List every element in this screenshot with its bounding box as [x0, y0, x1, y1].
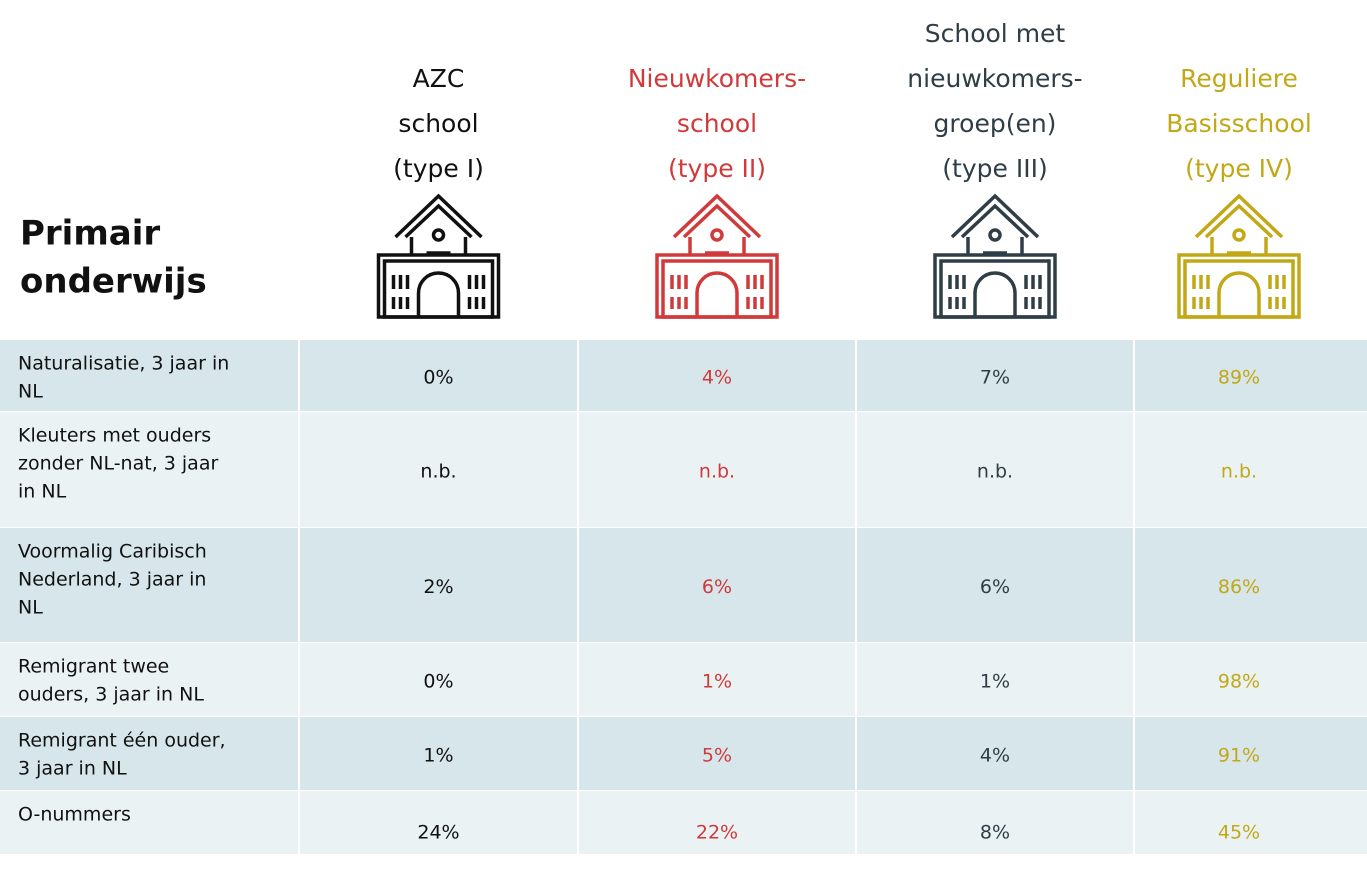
- row-label: 3 jaar in NL: [18, 758, 127, 780]
- cell-divider: [855, 528, 857, 643]
- cell-divider: [855, 643, 857, 717]
- column-header: AZC: [413, 64, 465, 93]
- row-divider: [0, 411, 1367, 412]
- row-label: zonder NL-nat, 3 jaar: [18, 453, 218, 475]
- row-divider: [0, 642, 1367, 643]
- cell-value: 4%: [702, 367, 732, 389]
- school-icon: [376, 194, 501, 319]
- cell-value: 0%: [423, 671, 453, 693]
- column-header: nieuwkomers-: [907, 64, 1082, 93]
- cell-divider: [298, 791, 300, 855]
- cell-divider: [1133, 528, 1135, 643]
- row-divider: [0, 854, 1367, 855]
- row-label: Nederland, 3 jaar in: [18, 569, 206, 591]
- cell-value: 89%: [1218, 367, 1260, 389]
- column-header: (type I): [393, 154, 484, 183]
- cell-value: 1%: [423, 745, 453, 767]
- row-label: ouders, 3 jaar in NL: [18, 684, 204, 706]
- cell-divider: [855, 340, 857, 412]
- cell-divider: [577, 643, 579, 717]
- cell-divider: [855, 412, 857, 528]
- cell-divider: [298, 643, 300, 717]
- cell-value: 8%: [980, 822, 1010, 844]
- section-title: Primair: [20, 214, 160, 254]
- cell-value: 86%: [1218, 576, 1260, 598]
- cell-value: n.b.: [420, 461, 456, 483]
- cell-value: 4%: [980, 745, 1010, 767]
- cell-value: n.b.: [977, 461, 1013, 483]
- cell-divider: [1133, 643, 1135, 717]
- cell-value: 1%: [980, 671, 1010, 693]
- row-divider: [0, 716, 1367, 717]
- cell-divider: [577, 340, 579, 412]
- row-background: [0, 643, 1367, 717]
- row-label: Remigrant één ouder,: [18, 730, 226, 752]
- cell-value: 22%: [696, 822, 738, 844]
- section-title: onderwijs: [20, 262, 207, 302]
- column-header: Nieuwkomers-: [628, 64, 806, 93]
- cell-divider: [298, 340, 300, 412]
- row-background: [0, 340, 1367, 412]
- cell-divider: [577, 791, 579, 855]
- cell-value: 6%: [980, 576, 1010, 598]
- row-background: [0, 412, 1367, 528]
- row-label: Voormalig Caribisch: [18, 541, 207, 563]
- row-background: [0, 717, 1367, 791]
- column-header: School met: [925, 19, 1066, 48]
- cell-divider: [1133, 717, 1135, 791]
- cell-value: 7%: [980, 367, 1010, 389]
- row-divider: [0, 527, 1367, 528]
- row-label: O-nummers: [18, 804, 131, 826]
- cell-value: 24%: [417, 822, 459, 844]
- cell-divider: [577, 717, 579, 791]
- column-header: groep(en): [934, 109, 1057, 138]
- column-header: (type II): [668, 154, 766, 183]
- cell-value: 2%: [423, 576, 453, 598]
- cell-value: 91%: [1218, 745, 1260, 767]
- cell-value: 98%: [1218, 671, 1260, 693]
- school-icon: [1177, 194, 1301, 319]
- cell-value: n.b.: [699, 461, 735, 483]
- cell-divider: [298, 717, 300, 791]
- row-label: NL: [18, 597, 43, 619]
- cell-divider: [1133, 412, 1135, 528]
- cell-divider: [298, 528, 300, 643]
- cell-value: n.b.: [1221, 461, 1257, 483]
- cell-divider: [855, 791, 857, 855]
- row-label: Remigrant twee: [18, 656, 169, 678]
- column-header: school: [677, 109, 757, 138]
- school-icon: [655, 194, 779, 319]
- row-divider: [0, 790, 1367, 791]
- cell-divider: [577, 528, 579, 643]
- cell-divider: [1133, 791, 1135, 855]
- column-header: (type IV): [1185, 154, 1293, 183]
- school-icon: [933, 194, 1057, 319]
- column-header: Reguliere: [1180, 64, 1298, 93]
- cell-value: 1%: [702, 671, 732, 693]
- cell-value: 45%: [1218, 822, 1260, 844]
- column-header: (type III): [942, 154, 1047, 183]
- row-background: [0, 528, 1367, 643]
- column-header: school: [398, 109, 478, 138]
- row-label: in NL: [18, 481, 67, 503]
- cell-divider: [1133, 340, 1135, 412]
- row-label: Naturalisatie, 3 jaar in: [18, 353, 229, 375]
- cell-value: 5%: [702, 745, 732, 767]
- column-header: Basisschool: [1166, 109, 1312, 138]
- cell-divider: [577, 412, 579, 528]
- cell-divider: [855, 717, 857, 791]
- row-label: NL: [18, 381, 43, 403]
- cell-divider: [298, 412, 300, 528]
- row-background: [0, 791, 1367, 855]
- cell-value: 0%: [423, 367, 453, 389]
- cell-value: 6%: [702, 576, 732, 598]
- row-label: Kleuters met ouders: [18, 425, 211, 447]
